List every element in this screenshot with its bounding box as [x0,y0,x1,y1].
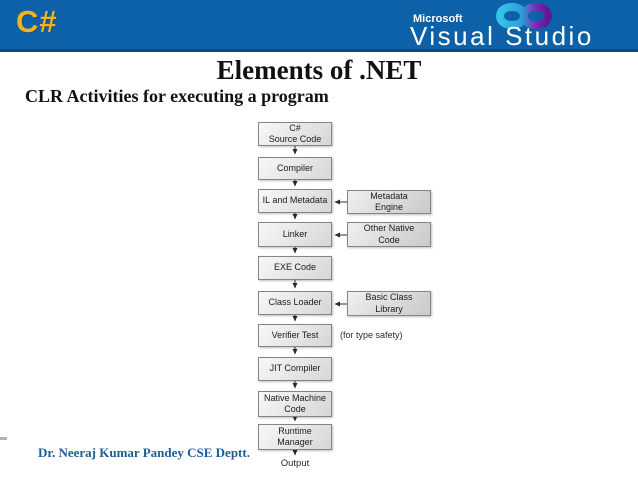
infinity-icon [495,3,553,29]
csharp-logo: C# [16,4,58,39]
node-compiler: Compiler [258,157,332,180]
node-native-machine-code: Native Machine Code [258,391,332,417]
type-safety-annotation: (for type safety) [340,330,403,340]
banner: C# Microsoft Visual Studio [0,0,638,52]
node-jit-compiler: JIT Compiler [258,357,332,381]
microsoft-logo-text: Microsoft [413,13,463,25]
node-verifier-test: Verifier Test [258,324,332,347]
credit: Dr. Neeraj Kumar Pandey CSE Deptt. [38,445,250,460]
node-runtime-manager: Runtime Manager [258,424,332,450]
node-linker: Linker [258,222,332,247]
subtitle: CLR Activities for executing a program [25,86,329,106]
visual-studio-logo-text: Visual Studio [410,21,594,51]
node-csharp-source-code: C# Source Code [258,122,332,146]
node-exe-code: EXE Code [258,256,332,280]
output-label: Output [280,458,310,469]
decor-dash [0,437,7,440]
node-metadata-engine: Metadata Engine [347,190,431,214]
node-other-native-code: Other Native Code [347,222,431,247]
node-class-loader: Class Loader [258,291,332,315]
node-basic-class-library: Basic Class Library [347,291,431,316]
node-il-and-metadata: IL and Metadata [258,189,332,213]
page-title: Elements of .NET [216,55,422,85]
